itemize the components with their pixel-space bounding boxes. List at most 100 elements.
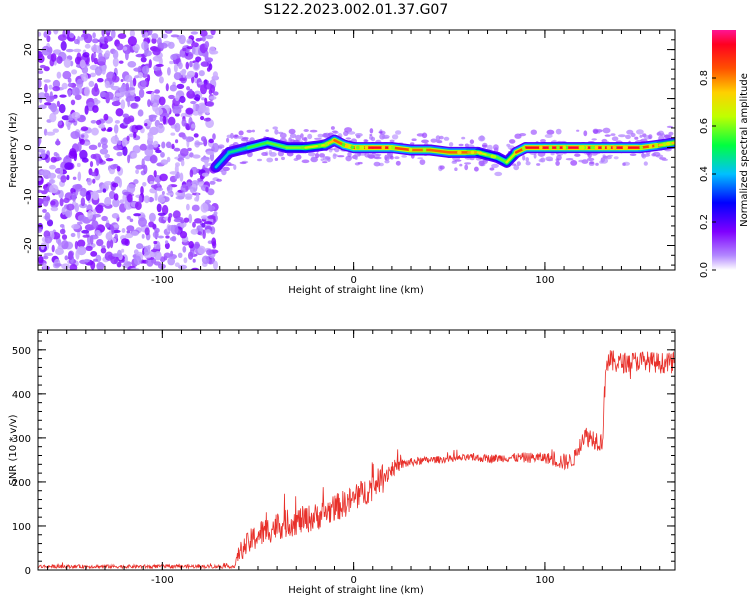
noise-speck [212, 142, 220, 153]
noise-speck [104, 50, 111, 58]
noise-speck [197, 245, 206, 255]
noise-speck [89, 234, 99, 240]
noise-speck [158, 76, 164, 84]
noise-speck [96, 239, 104, 247]
noise-speck [49, 164, 56, 170]
ridge-halo [381, 134, 390, 139]
noise-speck [74, 56, 82, 65]
noise-speck [194, 90, 201, 95]
noise-speck [130, 267, 140, 270]
ridge-halo [421, 139, 429, 144]
ridge-segment [505, 151, 518, 164]
ridge-halo [622, 162, 626, 166]
ridge-peak [408, 148, 413, 152]
noise-speck [109, 190, 116, 200]
noise-speck [181, 118, 187, 127]
noise-speck [152, 102, 159, 112]
noise-speck [118, 60, 124, 64]
ridge-halo [315, 153, 320, 159]
noise-speck [200, 203, 209, 213]
noise-speck [38, 189, 43, 193]
ridge-halo [416, 133, 425, 137]
ridge-halo [491, 163, 499, 168]
noise-speck [88, 144, 98, 150]
noise-speck [106, 240, 111, 249]
noise-speck [122, 113, 129, 118]
ridge-halo [281, 156, 285, 161]
colorbar-tick-label: 0.0 [699, 262, 710, 278]
noise-speck [142, 65, 150, 75]
noise-speck [62, 70, 72, 80]
ridge-halo [354, 156, 358, 161]
noise-speck [81, 134, 85, 138]
ridge-halo [343, 130, 349, 136]
noise-speck [175, 162, 180, 168]
noise-speck [157, 212, 166, 216]
noise-speck [56, 138, 60, 146]
noise-speck [111, 213, 120, 219]
ridge-halo [236, 135, 244, 139]
ridge-peak [556, 145, 560, 150]
noise-speck [56, 71, 62, 79]
noise-speck [191, 123, 196, 129]
noise-speck [79, 190, 85, 196]
noise-speck [52, 86, 61, 92]
noise-speck [203, 221, 213, 225]
snr-panel: -100 0 100 0 100 200 300 400 500 Height of strai… [8, 329, 676, 596]
noise-speck [153, 170, 157, 178]
noise-speck [101, 64, 107, 75]
noise-speck [56, 56, 63, 64]
noise-speck [124, 74, 133, 83]
ridge-halo [373, 161, 381, 167]
ridge-halo [666, 125, 674, 128]
noise-speck [115, 92, 122, 97]
noise-speck [111, 30, 116, 39]
ridge-halo [293, 158, 299, 161]
noise-speck [43, 79, 51, 83]
ridge-halo [337, 155, 345, 158]
noise-speck [46, 219, 54, 227]
noise-speck [104, 153, 110, 159]
noise-speck [171, 224, 174, 234]
ridge-halo [364, 152, 370, 158]
ridge-halo [331, 130, 338, 133]
ridge-halo [347, 151, 352, 158]
ridge-halo [516, 161, 521, 167]
noise-speck [38, 228, 43, 233]
noise-speck [161, 141, 166, 149]
noise-speck [121, 238, 129, 245]
noise-speck [202, 229, 206, 240]
noise-speck [59, 94, 67, 98]
noise-speck [186, 38, 193, 45]
noise-speck [42, 199, 49, 207]
noise-speck [126, 193, 133, 203]
noise-speck [111, 182, 119, 188]
noise-speck [148, 221, 155, 228]
ridge-halo [430, 138, 437, 143]
colorbar-tick-label: 0.6 [699, 118, 710, 134]
ridge-halo [307, 133, 313, 140]
ridge-halo [659, 133, 665, 137]
noise-speck [104, 80, 110, 89]
noise-speck [180, 159, 185, 167]
noise-speck [99, 148, 109, 155]
noise-speck [176, 171, 180, 179]
ridge-halo [443, 136, 450, 141]
ridge-halo [303, 136, 308, 143]
noise-speck [156, 124, 165, 134]
noise-speck [84, 43, 91, 49]
noise-speck [45, 131, 56, 136]
ridge-halo [246, 129, 253, 133]
noise-speck [147, 30, 153, 36]
ridge-halo [322, 133, 329, 138]
noise-speck [59, 228, 66, 235]
ridge-peak [341, 143, 346, 147]
noise-speck [127, 36, 137, 47]
noise-speck [93, 192, 100, 201]
ridge-halo [251, 129, 255, 133]
noise-speck [81, 73, 89, 82]
ridge-halo [618, 134, 626, 138]
noise-speck [128, 184, 136, 188]
noise-speck [157, 235, 164, 239]
noise-speck [38, 177, 42, 181]
